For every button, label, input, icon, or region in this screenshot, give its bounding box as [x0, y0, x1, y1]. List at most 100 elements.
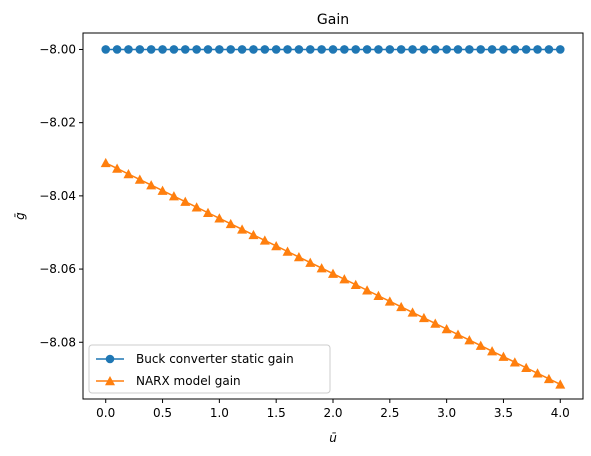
x-tick-label: 3.5 [494, 406, 513, 420]
y-tick-label: −8.06 [39, 262, 76, 276]
chart-title: Gain [317, 12, 349, 28]
data-point [180, 196, 191, 206]
data-point [351, 45, 361, 54]
data-point [123, 169, 134, 179]
data-point [134, 174, 145, 184]
data-point [510, 45, 520, 54]
data-point [214, 213, 225, 223]
data-point [282, 246, 293, 256]
data-point [101, 45, 111, 54]
data-point [317, 45, 326, 54]
data-point [249, 45, 258, 54]
y-axis-label: ḡ [13, 212, 27, 220]
data-point [476, 45, 486, 54]
data-point [146, 45, 156, 54]
data-point [442, 45, 451, 54]
legend: Buck converter static gain NARX model gai… [88, 344, 331, 394]
data-point [555, 45, 565, 54]
data-point [112, 45, 122, 54]
y-tick-label: −8.00 [39, 42, 76, 56]
legend-item: Buck converter static gain [96, 352, 294, 366]
data-point [225, 218, 236, 229]
data-point [384, 296, 395, 306]
data-point [237, 45, 247, 54]
series-1 [101, 45, 565, 54]
data-point [509, 357, 520, 367]
data-point [305, 257, 316, 267]
data-point [521, 45, 531, 54]
data-point [215, 45, 224, 54]
data-point [146, 180, 157, 190]
x-axis-label: ū [329, 431, 337, 445]
x-tick-label: 4.0 [551, 406, 570, 420]
data-point [533, 45, 542, 54]
data-point [487, 346, 498, 356]
data-point [169, 45, 179, 54]
x-tick-label: 3.0 [437, 406, 456, 420]
y-tick-label: −8.08 [39, 335, 76, 349]
y-axis: −8.00 −8.02 −8.04 −8.06 −8.08 [39, 42, 83, 349]
data-point [374, 45, 383, 54]
x-tick-label: 1.5 [267, 406, 286, 420]
data-point [418, 312, 429, 323]
data-point [248, 229, 259, 240]
data-point [487, 45, 497, 54]
data-point [316, 263, 327, 273]
legend-label: NARX model gain [136, 374, 241, 388]
data-point [543, 373, 554, 384]
data-point [340, 45, 349, 54]
data-point [271, 45, 281, 54]
data-point [283, 45, 292, 54]
x-tick-label: 0.0 [96, 406, 115, 420]
data-point [475, 340, 486, 350]
data-point [339, 274, 350, 284]
data-point [203, 45, 213, 54]
data-point [373, 290, 384, 301]
legend-label: Buck converter static gain [136, 352, 294, 366]
data-point [237, 224, 248, 234]
data-point [191, 202, 202, 212]
data-point [499, 45, 508, 54]
data-point [385, 45, 395, 54]
x-tick-label: 1.0 [210, 406, 229, 420]
legend-item: NARX model gain [96, 374, 241, 388]
data-point [521, 362, 532, 373]
data-point [271, 240, 282, 251]
data-point [453, 329, 463, 339]
data-point [430, 318, 441, 328]
data-point [328, 268, 338, 278]
legend-marker [105, 354, 115, 364]
series-2 [100, 157, 566, 389]
plot-frame [82, 32, 584, 400]
data-point [407, 307, 418, 317]
data-point [259, 235, 270, 245]
data-point [441, 324, 452, 334]
y-tick-label: −8.04 [39, 189, 76, 203]
x-axis: 0.0 0.5 1.0 1.5 2.0 2.5 3.0 3.5 4.0 [96, 399, 570, 420]
data-point [180, 45, 190, 54]
data-point [100, 157, 111, 168]
data-point [158, 45, 167, 54]
data-point [328, 45, 338, 54]
data-point [555, 379, 566, 389]
legend-frame [88, 344, 331, 394]
x-tick-label: 2.5 [380, 406, 399, 420]
data-point [135, 45, 145, 54]
data-point [453, 45, 463, 54]
data-point [544, 45, 554, 54]
series-layer [100, 45, 566, 389]
data-point [203, 207, 213, 218]
data-point [532, 368, 543, 378]
data-point [362, 285, 373, 295]
data-point [396, 301, 407, 312]
data-point [419, 45, 429, 54]
data-point [192, 45, 201, 54]
data-point [464, 335, 475, 345]
data-point [498, 351, 509, 361]
data-point [430, 45, 440, 54]
data-point [362, 45, 372, 54]
data-point [124, 45, 133, 54]
data-point [260, 45, 270, 54]
